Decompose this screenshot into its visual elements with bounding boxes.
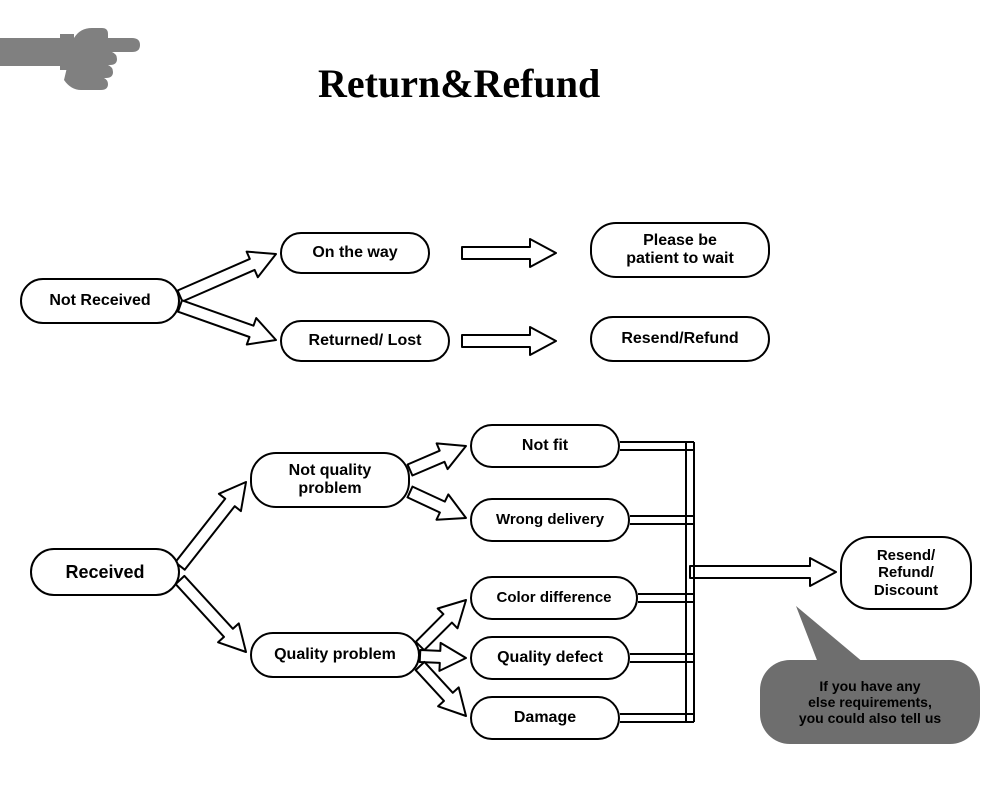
node-quality: Quality problem — [250, 632, 420, 678]
node-final: Resend/Refund/Discount — [840, 536, 972, 610]
node-damage: Damage — [470, 696, 620, 740]
node-received: Received — [30, 548, 180, 596]
node-color-diff: Color difference — [470, 576, 638, 620]
node-wrong-delivery: Wrong delivery — [470, 498, 630, 542]
page-title: Return&Refund — [318, 60, 600, 107]
node-returned-lost: Returned/ Lost — [280, 320, 450, 362]
node-not-fit: Not fit — [470, 424, 620, 468]
diagram-stage: Return&Refund Not Received On the way Re… — [0, 0, 1000, 792]
node-not-received: Not Received — [20, 278, 180, 324]
node-not-quality: Not qualityproblem — [250, 452, 410, 508]
node-on-the-way: On the way — [280, 232, 430, 274]
node-quality-defect: Quality defect — [470, 636, 630, 680]
node-resend-refund: Resend/Refund — [590, 316, 770, 362]
speech-bubble: If you have anyelse requirements,you cou… — [760, 660, 980, 744]
node-please-wait: Please bepatient to wait — [590, 222, 770, 278]
